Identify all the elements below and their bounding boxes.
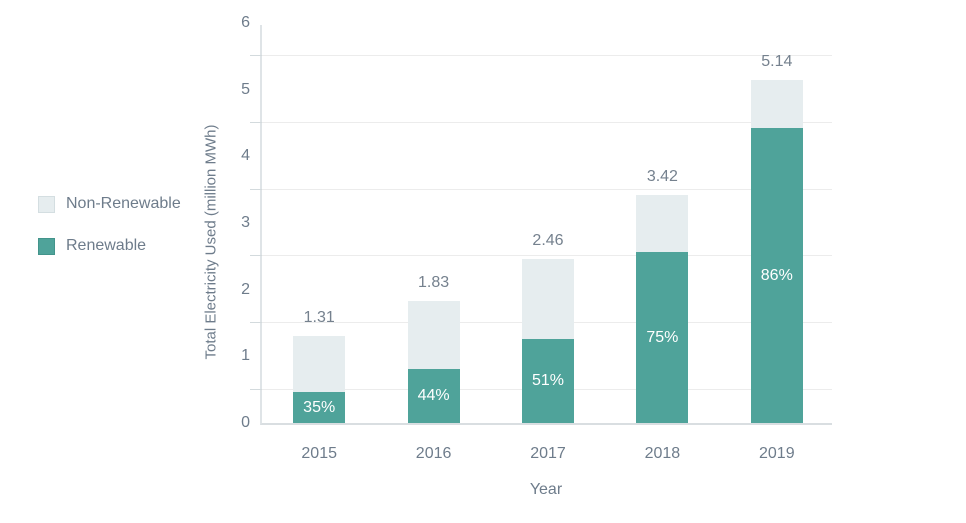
y-tick-mark bbox=[250, 388, 262, 390]
renewable-percent-label: 35% bbox=[303, 398, 336, 416]
y-tick-mark bbox=[250, 55, 262, 57]
bar-2019[interactable]: 86% bbox=[750, 80, 803, 423]
total-value-label: 3.42 bbox=[646, 168, 678, 185]
y-axis-title: Total Electricity Used (million MWh) bbox=[202, 124, 220, 360]
bar-2017[interactable]: 51% bbox=[522, 259, 574, 423]
non-renewable-segment-2019[interactable] bbox=[750, 80, 803, 129]
total-value-label: 1.31 bbox=[303, 308, 335, 326]
y-tick-mark bbox=[250, 188, 262, 190]
y-tick-mark bbox=[250, 255, 262, 257]
total-value-label: 1.83 bbox=[418, 274, 450, 291]
non-renewable-segment-2015[interactable] bbox=[293, 335, 346, 393]
y-tick-label: 1 bbox=[241, 347, 250, 365]
renewable-percent-label: 75% bbox=[646, 328, 679, 346]
x-tick-label: 2016 bbox=[415, 445, 452, 462]
renewable-segment-2018[interactable]: 75% bbox=[636, 252, 689, 423]
renewable-percent-label: 86% bbox=[760, 266, 793, 284]
bar-2015[interactable]: 35% bbox=[293, 335, 346, 423]
total-value-label: 2.46 bbox=[532, 232, 564, 249]
x-tick-label: 2015 bbox=[301, 445, 337, 462]
non-renewable-segment-2017[interactable] bbox=[522, 259, 574, 340]
y-tick-label: 2 bbox=[241, 280, 250, 298]
y-tick-mark bbox=[250, 322, 262, 323]
legend-label-non-renewable: Non-Renewable bbox=[66, 195, 181, 212]
total-value-label: 5.14 bbox=[761, 53, 793, 71]
renewable-segment-2015[interactable]: 35% bbox=[293, 392, 346, 423]
legend-item-non-renewable[interactable]: Non-Renewable bbox=[38, 190, 181, 218]
gridline bbox=[262, 122, 832, 123]
x-axis-title: Year bbox=[529, 481, 563, 498]
y-tick-label: 5 bbox=[241, 80, 250, 98]
renewable-segment-2017[interactable]: 51% bbox=[522, 339, 574, 423]
y-tick-label: 0 bbox=[241, 414, 250, 431]
chart-legend: Non-Renewable Renewable bbox=[38, 190, 181, 274]
y-tick-label: 4 bbox=[241, 147, 250, 165]
y-tick-label: 6 bbox=[241, 14, 250, 31]
legend-item-renewable[interactable]: Renewable bbox=[38, 232, 181, 260]
bar-2018[interactable]: 75% bbox=[636, 195, 689, 423]
gridline bbox=[262, 55, 832, 57]
x-tick-label: 2019 bbox=[759, 445, 795, 462]
x-tick-label: 2017 bbox=[530, 445, 566, 462]
gridline bbox=[262, 255, 832, 257]
legend-label-renewable: Renewable bbox=[66, 237, 147, 254]
renewable-percent-label: 44% bbox=[417, 387, 450, 405]
x-tick-label: 2018 bbox=[644, 445, 681, 462]
gridline bbox=[262, 188, 832, 190]
plot-area: 0 1 2 3 4 5 6 35% 1.31 2015 44% 1.83 2016 51% 2.46 2017… bbox=[241, 15, 832, 462]
renewable-segment-2016[interactable]: 44% bbox=[407, 369, 460, 423]
y-tick-mark bbox=[250, 122, 262, 123]
y-tick-label: 3 bbox=[241, 214, 250, 231]
non-renewable-segment-2016[interactable] bbox=[407, 301, 460, 370]
non-renewable-segment-2018[interactable] bbox=[636, 195, 689, 252]
bar-2016[interactable]: 44% bbox=[407, 301, 460, 423]
non-renewable-swatch-icon bbox=[38, 195, 55, 213]
renewable-swatch-icon bbox=[38, 237, 55, 255]
renewable-segment-2019[interactable]: 86% bbox=[750, 128, 803, 423]
renewable-percent-label: 51% bbox=[531, 372, 565, 390]
